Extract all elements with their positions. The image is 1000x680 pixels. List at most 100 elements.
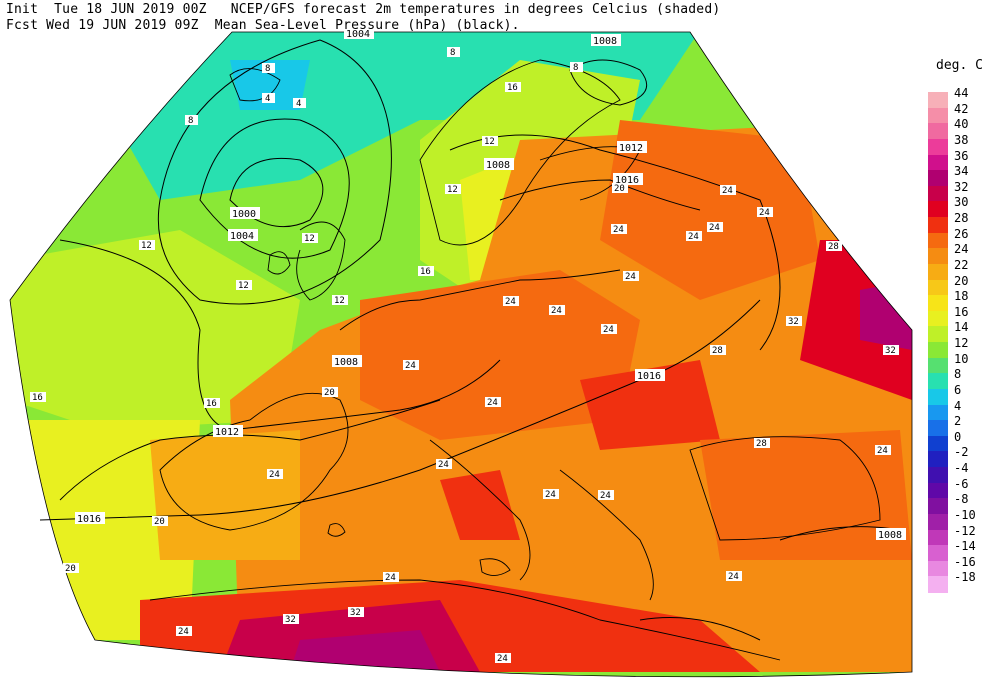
temp-label: 16: [420, 267, 431, 277]
temp-label: 12: [334, 296, 345, 306]
legend-label: 24: [954, 242, 969, 257]
map-frame: [9, 31, 913, 678]
legend-label: 4: [954, 398, 962, 413]
legend-unit-title: deg. C: [936, 58, 983, 73]
temp-label: 24: [603, 325, 614, 335]
temp-label: 12: [484, 137, 495, 147]
temp-label: 24: [759, 208, 770, 218]
temp-label: 12: [238, 281, 249, 291]
legend-label: 8: [954, 367, 962, 382]
header-init-line: Init Tue 18 JUN 2019 00Z NCEP/GFS foreca…: [6, 2, 721, 17]
pressure-label: 1008: [486, 160, 510, 171]
legend-label: -16: [954, 554, 976, 569]
legend-label: -18: [954, 570, 976, 585]
legend-swatch: [928, 560, 948, 577]
temp-label: 24: [613, 225, 624, 235]
legend-label: 20: [954, 273, 969, 288]
legend-swatch: [928, 185, 948, 202]
temp-label: 28: [828, 242, 839, 252]
temp-label: 24: [269, 470, 280, 480]
legend-label: -4: [954, 461, 969, 475]
legend-label: 22: [954, 257, 969, 272]
legend-swatch: [928, 482, 948, 499]
pressure-label: 1016: [615, 175, 639, 186]
legend-swatch: [928, 263, 948, 280]
pressure-label: 1008: [878, 530, 902, 541]
legend-label: 6: [954, 382, 962, 397]
legend-swatch: [928, 123, 948, 140]
legend-label: -12: [954, 523, 976, 538]
temperature-labels: 8 4 4 8 8 8 16 12 12 12 12 12 12 16 16 1…: [30, 47, 899, 664]
temp-label: 28: [756, 439, 767, 449]
legend-swatch: [928, 529, 948, 546]
legend-swatch: [928, 435, 948, 452]
temp-label: 16: [206, 399, 217, 409]
temp-label: 24: [688, 232, 699, 242]
temp-label: 12: [304, 234, 315, 244]
legend-swatch: [928, 295, 948, 312]
pressure-label: 1004: [346, 29, 370, 40]
legend-swatch: [928, 201, 948, 218]
legend-swatch: [928, 373, 948, 390]
pressure-labels: 1004 1008 1000 1004 1008 1012 1016 1008 …: [75, 27, 906, 541]
temp-label: 24: [438, 460, 449, 470]
legend-swatch: [928, 138, 948, 155]
legend-label: 42: [954, 101, 969, 116]
temp-label: 8: [450, 48, 455, 58]
legend-label: -2: [954, 445, 969, 460]
temp-label: 24: [877, 446, 888, 456]
legend-swatch: [928, 217, 948, 234]
pressure-label: 1008: [334, 357, 358, 368]
legend-label: 14: [954, 320, 969, 335]
temp-label: 16: [32, 393, 43, 403]
legend-swatch: [928, 420, 948, 437]
legend-swatch: [928, 498, 948, 515]
legend-swatch: [928, 404, 948, 421]
temp-label: 24: [385, 573, 396, 583]
temp-label: 32: [285, 615, 296, 625]
temp-label: 24: [625, 272, 636, 282]
temp-label: 32: [788, 317, 799, 327]
pressure-label: 1008: [593, 36, 617, 47]
temp-label: 8: [188, 116, 193, 126]
color-legend: [928, 92, 948, 593]
legend-label: 34: [954, 164, 969, 179]
legend-swatch: [928, 248, 948, 265]
legend-label: 0: [954, 429, 962, 444]
temp-label: 24: [545, 490, 556, 500]
legend-swatch: [928, 388, 948, 405]
legend-swatch: [928, 279, 948, 296]
temp-label: 24: [728, 572, 739, 582]
pressure-label: 1004: [230, 231, 254, 242]
temp-label: 24: [178, 627, 189, 637]
legend-label: 40: [954, 117, 969, 132]
legend-swatch: [928, 170, 948, 187]
legend-label: -10: [954, 507, 976, 522]
temp-label: 8: [265, 64, 270, 74]
pressure-label: 1016: [77, 514, 101, 525]
legend-swatch: [928, 310, 948, 327]
pressure-label: 1000: [232, 209, 256, 220]
temp-label: 4: [296, 99, 301, 109]
temp-label: 28: [712, 346, 723, 356]
temp-label: 24: [497, 654, 508, 664]
header-fcst-line: Fcst Wed 19 JUN 2019 09Z Mean Sea-Level …: [6, 18, 520, 33]
temp-label: 20: [65, 564, 76, 574]
legend-swatch: [928, 513, 948, 530]
temp-label: 24: [505, 297, 516, 307]
legend-label: -8: [954, 492, 969, 507]
temp-label: 12: [447, 185, 458, 195]
temp-label: 24: [405, 361, 416, 371]
temp-label: 24: [709, 223, 720, 233]
legend-label: 10: [954, 351, 969, 366]
temp-label: 24: [600, 491, 611, 501]
legend-label: 18: [954, 289, 969, 304]
legend-label: 30: [954, 195, 969, 210]
legend-label: 2: [954, 414, 962, 429]
legend-label: -14: [954, 539, 976, 554]
temp-label: 32: [350, 608, 361, 618]
legend-label: 16: [954, 304, 969, 319]
pressure-label: 1012: [215, 427, 239, 438]
